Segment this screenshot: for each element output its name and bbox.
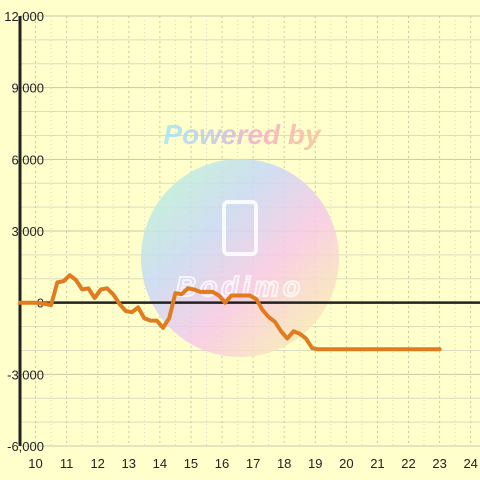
x-tick-label: 17	[246, 456, 260, 471]
x-tick-label: 21	[370, 456, 384, 471]
y-tick-label: 3,000	[11, 224, 44, 239]
x-tick-label: 14	[153, 456, 167, 471]
series-line	[18, 273, 442, 352]
x-tick-label: 18	[277, 456, 291, 471]
y-tick-label: 9,000	[11, 81, 44, 96]
x-tick-label: 11	[60, 456, 74, 471]
x-tick-label: 19	[308, 456, 322, 471]
series-group	[18, 273, 442, 352]
watermark-logo-circle	[141, 159, 339, 357]
y-tick-label: -3,000	[7, 367, 44, 382]
x-tick-label: 12	[90, 456, 104, 471]
x-tick-label: 24	[463, 456, 477, 471]
watermark-text: Powered by	[163, 119, 322, 150]
x-tick-label: 22	[401, 456, 415, 471]
y-tick-label: 6,000	[11, 152, 44, 167]
watermark: Bodimo Powered by	[141, 119, 339, 357]
x-tick-label: 23	[432, 456, 446, 471]
x-axis-ticks: 10 11 12 13 14 15 16 17 18 19 20 21 22 23 24	[28, 456, 478, 471]
x-tick-label: 16	[215, 456, 229, 471]
x-tick-label: 15	[184, 456, 198, 471]
x-tick-label: 10	[28, 456, 42, 471]
x-tick-label: 13	[122, 456, 136, 471]
y-tick-label: 12,000	[4, 9, 44, 24]
y-tick-label: -6,000	[7, 439, 44, 454]
x-tick-label: 20	[339, 456, 353, 471]
watermark-logo-icon	[222, 200, 258, 256]
